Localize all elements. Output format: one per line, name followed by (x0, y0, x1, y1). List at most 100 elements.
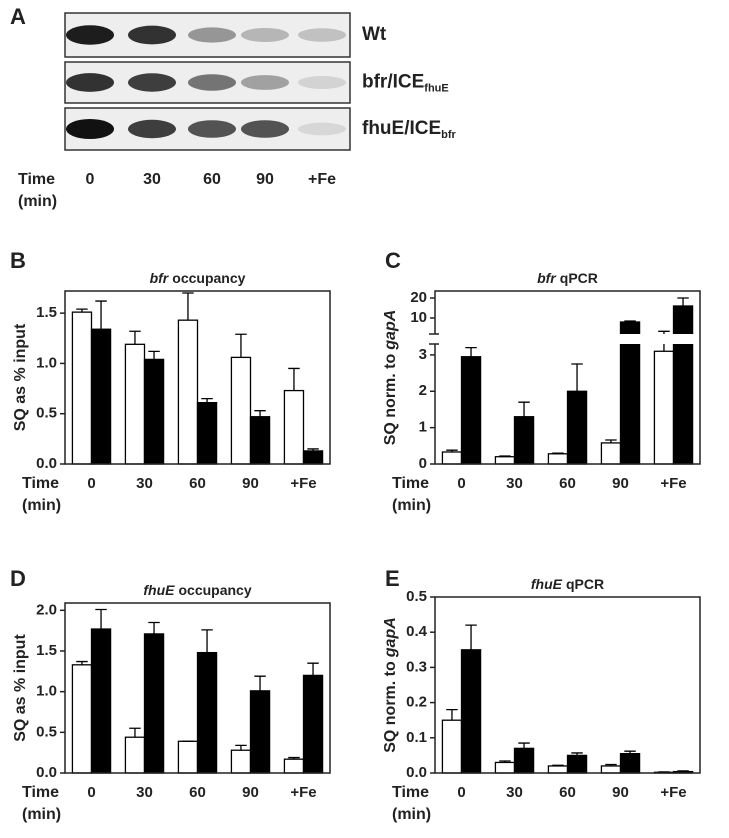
blot-band (298, 122, 346, 136)
plot-frame (434, 596, 701, 774)
y-axis-label: SQ norm. to gapA (382, 310, 399, 446)
error-bar (182, 292, 194, 321)
blot-band (128, 25, 176, 45)
text-part: SQ as % input (12, 634, 29, 742)
text-part: gapA (382, 617, 399, 658)
error-bar (129, 727, 141, 738)
x-tick-label: 30 (136, 475, 153, 492)
bar (249, 416, 271, 465)
bar (90, 628, 112, 774)
y-axis-label: SQ as % input (12, 634, 29, 742)
x-tick-label: 90 (242, 784, 259, 801)
text-part: occupancy (172, 270, 245, 286)
error-bar (465, 624, 477, 650)
text-part: bfr (150, 270, 170, 286)
x-tick-label: 60 (189, 475, 206, 492)
bar (600, 442, 622, 465)
row-label: fhuE/ICEbfr (362, 118, 457, 141)
bar (124, 343, 146, 465)
y-tick-label: 10 (410, 309, 427, 326)
bar (513, 416, 535, 465)
error-bar (288, 756, 300, 760)
bar (196, 401, 218, 465)
x-tick-label: 60 (559, 784, 576, 801)
x-tick-label: 0 (87, 784, 95, 801)
row-label-sub: fhuE (424, 82, 448, 94)
bar (653, 350, 675, 465)
blot-band (298, 76, 346, 89)
x-label: Time (22, 784, 59, 801)
error-bar (446, 449, 458, 452)
bar (547, 765, 569, 774)
text-part: SQ norm. to (382, 354, 399, 446)
bar (302, 674, 324, 774)
lane-label: 30 (143, 171, 161, 188)
error-bar (677, 770, 689, 772)
x-tick-label: 60 (559, 475, 576, 492)
error-bar (518, 742, 530, 749)
lane-label: 60 (203, 171, 221, 188)
text-part: qPCR (566, 576, 604, 592)
y-tick-label: 0.0 (406, 764, 427, 781)
error-bar (518, 401, 530, 417)
x-label: (min) (22, 806, 61, 823)
bar (566, 390, 588, 465)
bar (124, 736, 146, 774)
row-label-main: bfr/ICE (362, 72, 424, 93)
blot-band (66, 119, 114, 139)
y-axis-label: SQ norm. to gapA (382, 617, 399, 753)
bar (672, 305, 694, 465)
bar (513, 747, 535, 774)
y-tick-label: 0.0 (36, 455, 57, 472)
y-tick-label: 0.5 (36, 723, 57, 740)
bar (547, 453, 569, 465)
chart-title: bfr qPCR (537, 270, 598, 286)
y-tick-label: 1.5 (36, 642, 57, 659)
error-bar (148, 621, 160, 634)
text-part: SQ as % input (12, 323, 29, 431)
y-tick-label: 3 (419, 346, 427, 363)
x-tick-label: +Fe (660, 784, 686, 801)
error-bar (254, 675, 266, 691)
text-part: SQ norm. to (382, 661, 399, 753)
bar (196, 651, 218, 774)
panel-letter: D (10, 566, 26, 591)
axis-break-mark (429, 333, 439, 345)
y-tick-label: 20 (410, 289, 427, 306)
row-label: Wt (362, 24, 387, 45)
blot-band (298, 28, 346, 42)
bar (71, 664, 93, 774)
error-bar (148, 350, 160, 360)
x-tick-label: +Fe (660, 475, 686, 492)
y-tick-label: 0.4 (406, 623, 428, 640)
plot-frame (434, 290, 701, 465)
bar (71, 311, 93, 465)
y-tick-label: 0.0 (36, 764, 57, 781)
bar (177, 740, 199, 774)
bar (177, 319, 199, 465)
panel-letter: E (385, 566, 400, 591)
chart-title: fhuE qPCR (531, 576, 604, 592)
axis-break (429, 334, 699, 344)
error-bar (446, 708, 458, 721)
x-tick-label: 90 (612, 475, 629, 492)
blot-band (241, 75, 289, 90)
error-bar (552, 452, 564, 454)
bar (90, 328, 112, 465)
y-tick-label: 2 (419, 382, 427, 399)
x-label: Time (22, 475, 59, 492)
blot-band (188, 74, 236, 91)
blot-band (241, 120, 289, 138)
bar (460, 649, 482, 774)
panel-letter: C (385, 248, 401, 273)
blot-band (241, 28, 289, 42)
panel-letter: B (10, 248, 26, 273)
error-bar (571, 363, 583, 392)
row-label: bfr/ICEfhuE (362, 72, 449, 95)
y-tick-label: 0.3 (406, 658, 427, 675)
blot-band (188, 27, 236, 43)
bar (460, 356, 482, 465)
x-tick-label: 30 (506, 784, 523, 801)
error-bar (624, 320, 636, 322)
